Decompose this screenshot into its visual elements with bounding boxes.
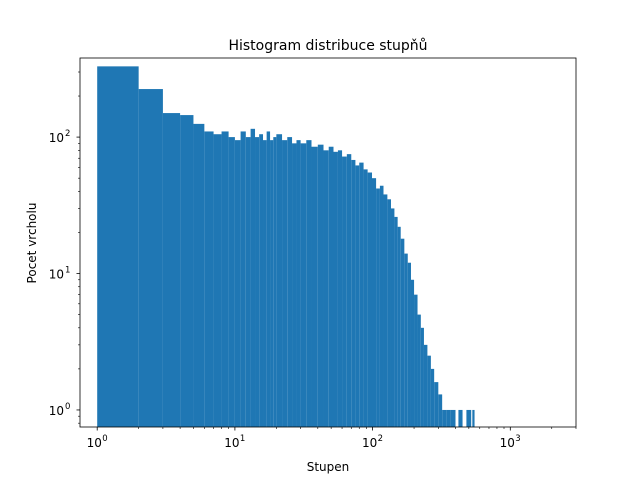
histogram-bar	[263, 140, 267, 427]
histogram-bar	[240, 131, 246, 427]
histogram-bar	[434, 382, 439, 427]
chart-title: Histogram distribuce stupňů	[228, 38, 427, 54]
histogram-bar	[282, 140, 288, 427]
histogram-bar	[342, 156, 347, 427]
histogram-bar	[438, 394, 443, 427]
x-tick-label: 10	[87, 436, 102, 450]
histogram-bar	[245, 137, 251, 427]
histogram-bar	[250, 128, 256, 427]
histogram-bar	[430, 368, 435, 427]
histogram-bar	[346, 154, 352, 427]
histogram-bar	[423, 344, 428, 427]
y-tick-exponent: 1	[65, 266, 70, 276]
histogram-bar	[390, 208, 395, 427]
histogram-bar	[400, 238, 405, 427]
histogram-bar	[394, 216, 398, 427]
histogram-bar	[213, 134, 222, 427]
histogram-bar	[97, 66, 139, 428]
histogram-bar	[472, 409, 475, 427]
y-tick-exponent: 0	[65, 402, 70, 412]
histogram-bar	[270, 140, 274, 427]
histogram-bar	[296, 140, 301, 427]
histogram-bar	[458, 409, 463, 427]
histogram-bar	[234, 140, 241, 427]
histogram-bar	[323, 150, 329, 427]
y-axis-label: Pocet vrcholu	[25, 203, 39, 284]
histogram-bar	[427, 355, 431, 427]
histogram-bar	[407, 262, 411, 427]
histogram-bar	[446, 409, 451, 427]
x-tick-label: 10	[362, 436, 377, 450]
histogram-bar	[180, 115, 194, 427]
histogram-bar	[450, 409, 456, 427]
x-tick-exponent: 0	[102, 434, 107, 444]
histogram-bar	[328, 146, 334, 428]
y-tick-label: 10	[49, 404, 64, 418]
histogram-bar	[397, 226, 401, 427]
plot-frame	[79, 57, 577, 428]
histogram-bar	[417, 314, 421, 427]
histogram-bar	[221, 131, 229, 427]
y-tick-exponent: 2	[65, 129, 70, 139]
histogram-bar	[383, 194, 388, 427]
histogram-bar	[204, 131, 214, 427]
histogram-bar	[363, 169, 368, 427]
histogram-bar	[266, 131, 271, 427]
histogram-bar	[337, 150, 343, 427]
x-tick-exponent: 1	[240, 434, 245, 444]
histogram-bar	[351, 159, 356, 427]
x-tick-exponent: 3	[515, 434, 520, 444]
y-tick-label: 10	[49, 131, 64, 145]
histogram-bar	[193, 123, 205, 427]
histogram-bar	[372, 178, 377, 427]
histogram-bar	[311, 146, 318, 428]
x-tick-exponent: 2	[378, 434, 383, 444]
histogram-bar	[276, 134, 283, 427]
histogram-bar	[414, 294, 418, 427]
histogram-bar	[287, 137, 293, 427]
histogram-bar	[292, 143, 297, 427]
histogram-bar	[367, 172, 373, 427]
histogram-bar	[306, 140, 312, 427]
histogram-bar	[228, 137, 235, 427]
histogram-bar	[273, 137, 277, 427]
histogram-bar	[255, 137, 260, 427]
histogram-bar	[333, 151, 338, 427]
y-tick-label: 10	[49, 268, 64, 282]
x-axis-label: Stupen	[307, 460, 350, 474]
histogram-bar	[420, 327, 424, 427]
histogram-bar	[359, 162, 364, 427]
histogram-bar	[379, 185, 384, 427]
histogram-bar	[162, 113, 181, 427]
histogram-bar	[259, 134, 264, 427]
histogram-bar	[376, 188, 380, 427]
histogram-bar	[355, 165, 360, 428]
x-axis-ticks: 10 0 10 1 10 2 10 3	[87, 427, 577, 450]
histogram-bar	[442, 409, 447, 427]
histogram-bar	[466, 409, 472, 427]
histogram-bar	[387, 199, 391, 427]
histogram-bars	[97, 66, 475, 428]
x-tick-label: 10	[224, 436, 239, 450]
histogram-bar	[410, 279, 415, 427]
histogram-bar	[138, 89, 163, 428]
histogram-bar	[317, 144, 324, 428]
histogram-bar	[404, 253, 408, 427]
histogram-bar	[300, 143, 307, 427]
x-tick-label: 10	[500, 436, 515, 450]
